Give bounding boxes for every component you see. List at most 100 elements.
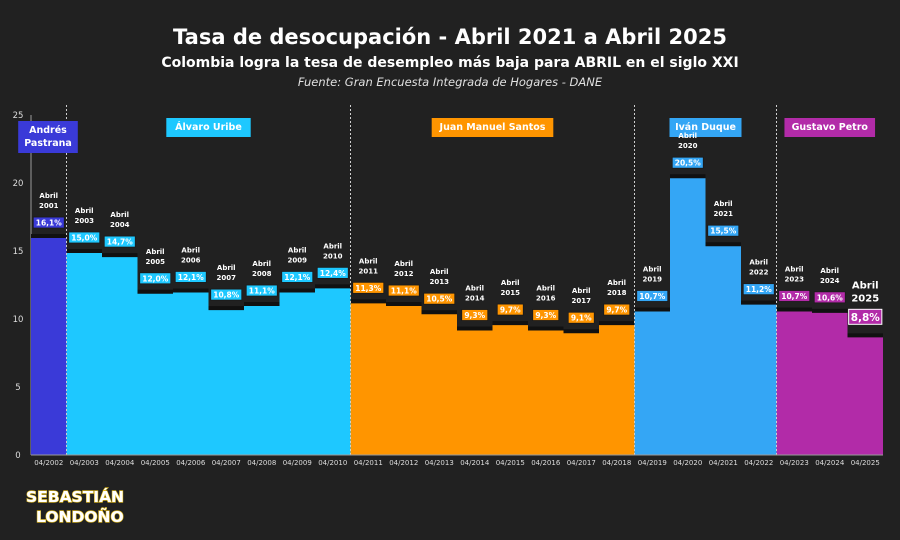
x-tick-label: 04/2003 (70, 459, 99, 467)
bars (31, 174, 883, 455)
chart-subtitle: Colombia logra la tesa de desempleo más … (161, 55, 738, 71)
value-label-box (848, 308, 883, 325)
x-tick-label: 04/2004 (105, 459, 135, 467)
president-label-box (784, 118, 876, 137)
year-label: Abril (501, 279, 520, 287)
value-label-box (316, 266, 349, 279)
y-axis: 0 5 10 15 20 25 (13, 111, 32, 461)
x-tick-label: 04/2022 (744, 459, 773, 467)
year-label: Abril (714, 200, 733, 208)
year-label: 2010 (323, 252, 343, 260)
value-label-box (210, 288, 243, 301)
value-label: 11,1% (249, 287, 276, 296)
x-tick-label: 04/2015 (496, 459, 525, 467)
president-label: Gustavo Petro (792, 122, 869, 133)
value-label-box (352, 281, 385, 294)
value-label: 20,5% (675, 159, 702, 168)
x-tick-label: 04/2019 (638, 459, 667, 467)
value-label: 9,7% (500, 306, 521, 315)
bar (173, 290, 209, 455)
value-label: 10,7% (781, 292, 808, 301)
year-label: Abril (39, 192, 58, 200)
x-tick-label: 04/2007 (212, 459, 241, 467)
year-label: Abril (465, 285, 484, 293)
value-label: 8,8% (851, 312, 881, 324)
year-label: 2016 (536, 295, 556, 303)
x-tick-label: 04/2012 (389, 459, 418, 467)
value-label: 11,3% (355, 284, 382, 293)
year-label: Abril (394, 260, 413, 268)
president-label: Álvaro Uribe (175, 121, 242, 133)
year-label: Abril (181, 246, 200, 254)
year-label: 2011 (359, 267, 379, 275)
bar (634, 309, 670, 455)
value-label: 9,1% (571, 314, 592, 323)
value-label: 12,0% (142, 274, 169, 283)
x-tick-label: 04/2023 (780, 459, 809, 467)
president-label: Iván Duque (675, 122, 736, 133)
year-label: Abril (288, 246, 307, 254)
x-tick-label: 04/2008 (247, 459, 276, 467)
value-label: 11,1% (391, 287, 418, 296)
x-tick-label: 04/2020 (673, 459, 702, 467)
year-label: 2019 (643, 275, 663, 283)
bar (208, 308, 244, 455)
value-label: 15,5% (710, 227, 737, 236)
bar (279, 290, 315, 455)
value-label: 12,4% (320, 269, 347, 278)
value-label: 14,7% (107, 238, 134, 247)
year-label: Abril (852, 280, 879, 291)
value-label: 10,5% (426, 295, 453, 304)
year-label: 2014 (465, 295, 485, 303)
value-label-box (567, 311, 595, 324)
year-label: 2020 (678, 142, 698, 150)
x-tick-label: 04/2009 (283, 459, 312, 467)
x-tick-label: 04/2025 (851, 459, 880, 467)
chart-title: Tasa de desocupación - Abril 2021 a Abri… (173, 25, 727, 49)
y-tick-label: 0 (15, 451, 20, 461)
value-label-box (281, 271, 314, 283)
year-label: 2007 (217, 274, 237, 282)
value-label: 12,1% (284, 273, 311, 282)
bar (812, 310, 848, 455)
year-label: Abril (536, 285, 555, 293)
value-label: 10,8% (213, 291, 240, 300)
value-label-box (603, 303, 631, 316)
value-label-box (671, 156, 704, 169)
president-label-box (431, 118, 554, 137)
president-label-box (669, 118, 742, 137)
x-tick-label: 04/2011 (354, 459, 383, 467)
value-label: 15,0% (71, 234, 98, 243)
year-label: Abril (643, 265, 662, 273)
value-label-box (423, 292, 456, 305)
president-label: Juan Manuel Santos (439, 122, 546, 133)
bar (244, 304, 280, 455)
y-tick-label: 15 (13, 247, 24, 257)
value-label-box (707, 224, 740, 237)
year-label: 2008 (252, 270, 272, 278)
year-label: Abril (110, 211, 129, 219)
x-tick-label: 04/2005 (141, 459, 170, 467)
bar (31, 236, 67, 455)
bar (315, 286, 351, 455)
value-label-box (103, 235, 136, 248)
value-label: 16,1% (36, 219, 63, 228)
x-tick-label: 04/2016 (531, 459, 561, 467)
value-labels: 16,1% 15,0% 14,7% 12,0% 12,1% 10,8% 11,1% 12,1%… (32, 156, 883, 325)
president-label-box (18, 121, 78, 153)
value-label-box (387, 284, 420, 297)
value-label-box (496, 303, 524, 316)
bar (563, 331, 599, 455)
year-label: Abril (430, 268, 449, 276)
year-label: Abril (607, 279, 626, 287)
year-label: Abril (749, 259, 768, 267)
x-tick-label: 04/2013 (425, 459, 454, 467)
president-label: Andrés (29, 125, 67, 136)
year-label: 2025 (851, 293, 879, 304)
year-label: 2003 (75, 217, 95, 225)
y-tick-label: 25 (13, 111, 24, 121)
president-labels: Andrés Pastrana Álvaro Uribe Juan Manuel Sa… (18, 118, 876, 153)
x-axis: 04/2002 04/2003 04/2004 04/2005 04/2006 04/20… (31, 454, 883, 467)
year-label: 2021 (714, 210, 734, 218)
bar (741, 302, 777, 455)
